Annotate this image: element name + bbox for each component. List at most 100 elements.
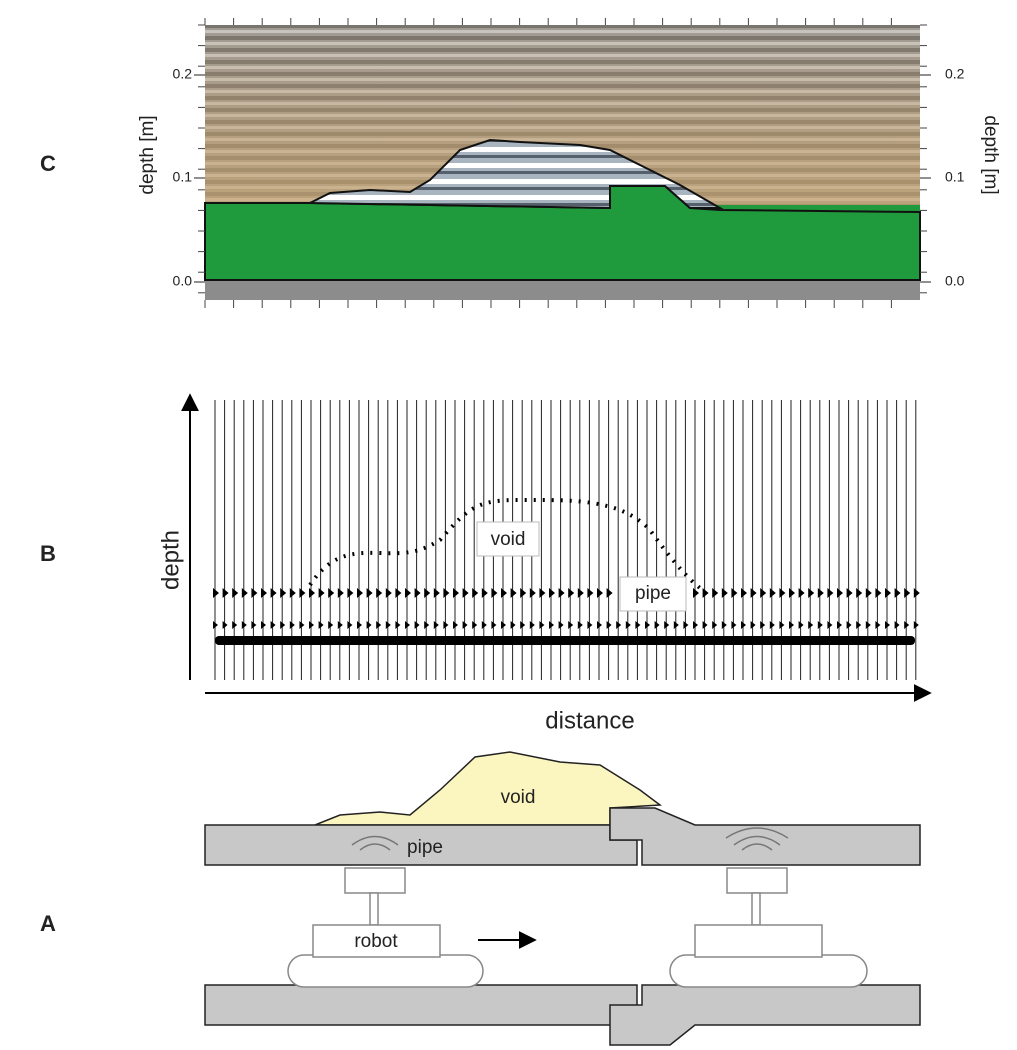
pipe [609, 984, 921, 1046]
reflection [693, 621, 698, 629]
reflection [395, 621, 401, 629]
reflection [299, 621, 305, 629]
panel-a [204, 751, 921, 1046]
label: void [501, 787, 536, 808]
reflection [587, 588, 594, 598]
reflection [606, 621, 612, 629]
reflection [462, 621, 468, 629]
reflection [424, 621, 430, 629]
reflection [241, 588, 248, 598]
reflection [904, 588, 911, 598]
reflection [808, 588, 815, 598]
reflection [213, 588, 219, 598]
label-box [476, 521, 540, 557]
reflection [472, 588, 479, 598]
reflection [875, 588, 882, 598]
reflection [520, 588, 527, 598]
reflection [433, 621, 439, 629]
reflection [529, 621, 535, 629]
reflection [289, 621, 295, 629]
reflection [472, 621, 478, 629]
reflection [577, 588, 584, 598]
reflection [433, 588, 440, 598]
reflection [683, 621, 689, 629]
reflection [270, 621, 276, 629]
reflection [865, 621, 871, 629]
reflection [251, 588, 258, 598]
reflection [597, 588, 603, 598]
reflection [299, 588, 306, 598]
reflection [846, 588, 853, 598]
reflection [750, 588, 757, 598]
reflection [453, 588, 459, 598]
annotation: pipe [635, 583, 671, 604]
reflection [280, 621, 286, 629]
reflection [741, 588, 747, 598]
tick-label: 0.1 [173, 169, 193, 185]
reflection [913, 588, 920, 598]
robot-right [669, 867, 868, 988]
reflection [731, 588, 738, 598]
reflection [904, 621, 910, 629]
reflection [289, 588, 296, 598]
reflection [481, 621, 487, 629]
reflection [808, 621, 814, 629]
reflection [549, 588, 555, 598]
reflection [885, 588, 891, 598]
panel-letter: C [40, 151, 56, 176]
reflection [337, 621, 343, 629]
reflection [817, 588, 824, 598]
pipe [609, 807, 921, 866]
reflection [414, 588, 421, 598]
reflection [856, 588, 863, 598]
reflection [798, 588, 805, 598]
reflection [587, 621, 593, 629]
reflection [837, 621, 842, 629]
reflection [635, 621, 641, 629]
reflection [443, 621, 449, 629]
reflection [520, 621, 526, 629]
panel-letter: B [40, 541, 56, 566]
reflection [875, 621, 881, 629]
reflection [328, 588, 335, 598]
reflection [606, 588, 613, 598]
axis-label: depth [157, 530, 184, 590]
reflection [702, 621, 708, 629]
reflection [693, 588, 699, 598]
reflection [501, 621, 506, 629]
reflection [405, 621, 410, 629]
reflection [347, 621, 353, 629]
reflection [385, 588, 392, 598]
reflection [721, 588, 728, 598]
reflection [750, 621, 756, 629]
reflection [731, 621, 737, 629]
reflection [309, 588, 315, 598]
reflection [376, 588, 383, 598]
reflection [213, 621, 218, 629]
reflection [827, 588, 834, 598]
tick-label: 0.2 [173, 66, 193, 82]
reflection [424, 588, 431, 598]
reflection [232, 621, 238, 629]
reflection [798, 621, 804, 629]
reflection [337, 588, 344, 598]
reflection [894, 588, 901, 598]
reflection [539, 588, 546, 598]
axis-label: distance [545, 707, 634, 734]
reflection [462, 588, 469, 598]
reflection [366, 621, 372, 629]
reflection [414, 621, 420, 629]
reflection [366, 588, 373, 598]
reflection [885, 621, 890, 629]
reflection [769, 588, 776, 598]
reflection [779, 621, 785, 629]
reflection [846, 621, 852, 629]
reflection [222, 621, 228, 629]
reflection [625, 621, 631, 629]
void-region [309, 138, 724, 210]
reflection [549, 621, 554, 629]
reflection [232, 588, 239, 598]
tick-label: 0.1 [945, 169, 965, 185]
reflection [405, 588, 411, 598]
panel-b: void pipe depth distance B [40, 393, 932, 734]
